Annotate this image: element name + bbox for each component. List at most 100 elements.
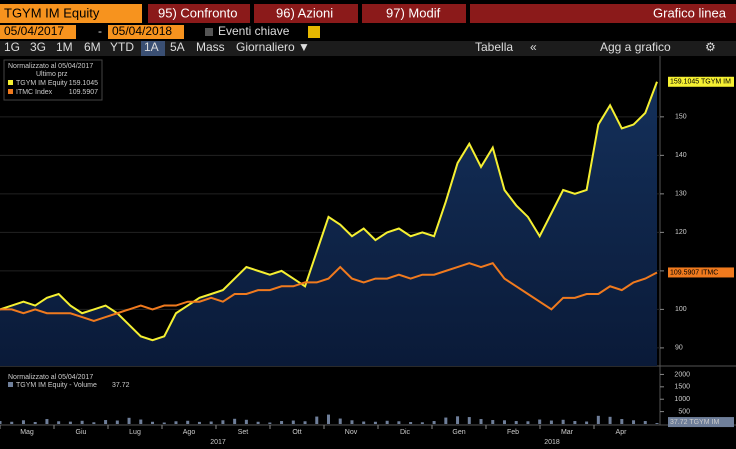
volume-bar xyxy=(491,420,495,424)
end-label: 37.72 TGYM IM xyxy=(670,419,719,426)
period-button[interactable]: Mass xyxy=(196,40,225,54)
x-tick-label: Nov xyxy=(345,429,358,436)
end-date: 05/04/2018 xyxy=(112,24,172,38)
legend-name: TGYM IM Equity - Volume xyxy=(16,382,97,389)
start-date: 05/04/2017 xyxy=(4,24,64,38)
period-button[interactable]: 6M xyxy=(84,40,101,54)
year-label: 2018 xyxy=(544,439,560,446)
collapse-button[interactable]: « xyxy=(530,40,537,54)
y-tick-label: 1000 xyxy=(674,396,690,403)
volume-bar xyxy=(221,420,225,424)
volume-bar xyxy=(127,417,131,424)
separator: - xyxy=(98,24,102,38)
ticker-box[interactable] xyxy=(0,4,142,23)
volume-bar xyxy=(643,421,647,424)
date-box[interactable] xyxy=(108,25,184,39)
y-tick-label: 150 xyxy=(675,114,687,121)
volume-bar xyxy=(479,419,483,424)
y-tick-label: 130 xyxy=(675,191,687,198)
volume-bar xyxy=(397,421,401,424)
legend-value: 159.1045 xyxy=(69,80,98,87)
period-button[interactable]: YTD xyxy=(110,40,134,54)
volume-bar xyxy=(362,421,366,424)
tab-label: 96) Azioni xyxy=(276,5,333,20)
period-button[interactable]: 5A xyxy=(170,40,185,54)
y-tick-label: 100 xyxy=(675,306,687,313)
info-icon[interactable] xyxy=(308,26,320,38)
x-tick-label: Gen xyxy=(452,429,465,436)
legend-title: Normalizzato al 05/04/2017 xyxy=(8,374,93,381)
frequency[interactable]: Giornaliero ▼ xyxy=(236,40,310,54)
period-button[interactable]: 3G xyxy=(30,40,46,54)
line xyxy=(0,262,658,322)
x-tick-label: Ott xyxy=(292,429,301,436)
volume-bar xyxy=(456,416,460,424)
view-label: Grafico linea xyxy=(653,5,727,20)
volume-bar xyxy=(538,419,542,424)
end-label-box xyxy=(668,267,734,278)
volume-bar xyxy=(174,421,178,424)
volume-bar xyxy=(57,421,61,424)
area xyxy=(0,81,657,367)
volume-bar xyxy=(233,418,237,424)
period-button[interactable]: 1M xyxy=(56,40,73,54)
volume-bar xyxy=(373,421,377,424)
volume-bar xyxy=(655,423,659,424)
tab-label: 95) Confronto xyxy=(158,5,238,20)
period-button[interactable]: 1G xyxy=(4,40,20,54)
x-tick-label: Mar xyxy=(561,429,574,436)
volume-bar xyxy=(549,420,553,424)
checkbox[interactable] xyxy=(205,28,213,36)
end-label-box xyxy=(668,417,734,428)
view-box xyxy=(470,4,736,23)
end-label-box xyxy=(668,76,734,87)
volume-bar xyxy=(10,421,14,424)
volume-bar xyxy=(186,420,190,424)
tab[interactable] xyxy=(362,4,466,23)
period-active xyxy=(141,41,165,56)
volume-bar xyxy=(514,421,518,424)
settings-icon[interactable]: ⚙ xyxy=(705,40,716,54)
toolbar xyxy=(0,41,736,56)
volume-bar xyxy=(45,419,49,424)
volume-bar xyxy=(244,419,248,424)
table-button[interactable]: Tabella xyxy=(475,40,513,54)
legend-name: ITMC Index xyxy=(16,89,53,96)
tab[interactable] xyxy=(254,4,358,23)
volume-bar xyxy=(585,421,589,424)
period-button[interactable]: 1A xyxy=(144,40,159,54)
volume-bar xyxy=(432,421,436,424)
volume-bar xyxy=(21,420,25,424)
volume-bar xyxy=(291,420,295,424)
x-tick-label: Mag xyxy=(20,429,34,436)
volume-bar xyxy=(0,421,2,424)
volume-bar xyxy=(115,420,119,424)
y-tick-label: 140 xyxy=(675,152,687,159)
volume-bar xyxy=(444,417,448,424)
year-label: 2017 xyxy=(210,439,226,446)
volume-bar xyxy=(502,420,506,424)
volume-bar xyxy=(596,415,600,424)
x-tick-label: Set xyxy=(238,429,249,436)
volume-bar xyxy=(68,421,72,424)
volume-bar xyxy=(409,422,413,424)
volume-bar xyxy=(151,421,155,424)
y-tick-label: 500 xyxy=(678,408,690,415)
end-label: 159.1045 TGYM IM xyxy=(670,79,731,86)
volume-bar xyxy=(350,420,354,424)
volume-bar xyxy=(573,421,577,424)
volume-bar xyxy=(209,421,213,424)
date-box[interactable] xyxy=(0,25,76,39)
tab-label: 97) Modif xyxy=(386,5,441,20)
legend-swatch xyxy=(8,382,13,387)
add-button[interactable]: Agg a grafico xyxy=(600,40,671,54)
legend-box xyxy=(3,59,103,101)
volume-bar xyxy=(303,421,307,424)
x-tick-label: Dic xyxy=(400,429,411,436)
legend-swatch xyxy=(8,80,13,85)
tab[interactable] xyxy=(148,4,250,23)
volume-bar xyxy=(420,422,424,424)
volume-bar xyxy=(80,420,84,424)
volume-bar xyxy=(315,416,319,424)
